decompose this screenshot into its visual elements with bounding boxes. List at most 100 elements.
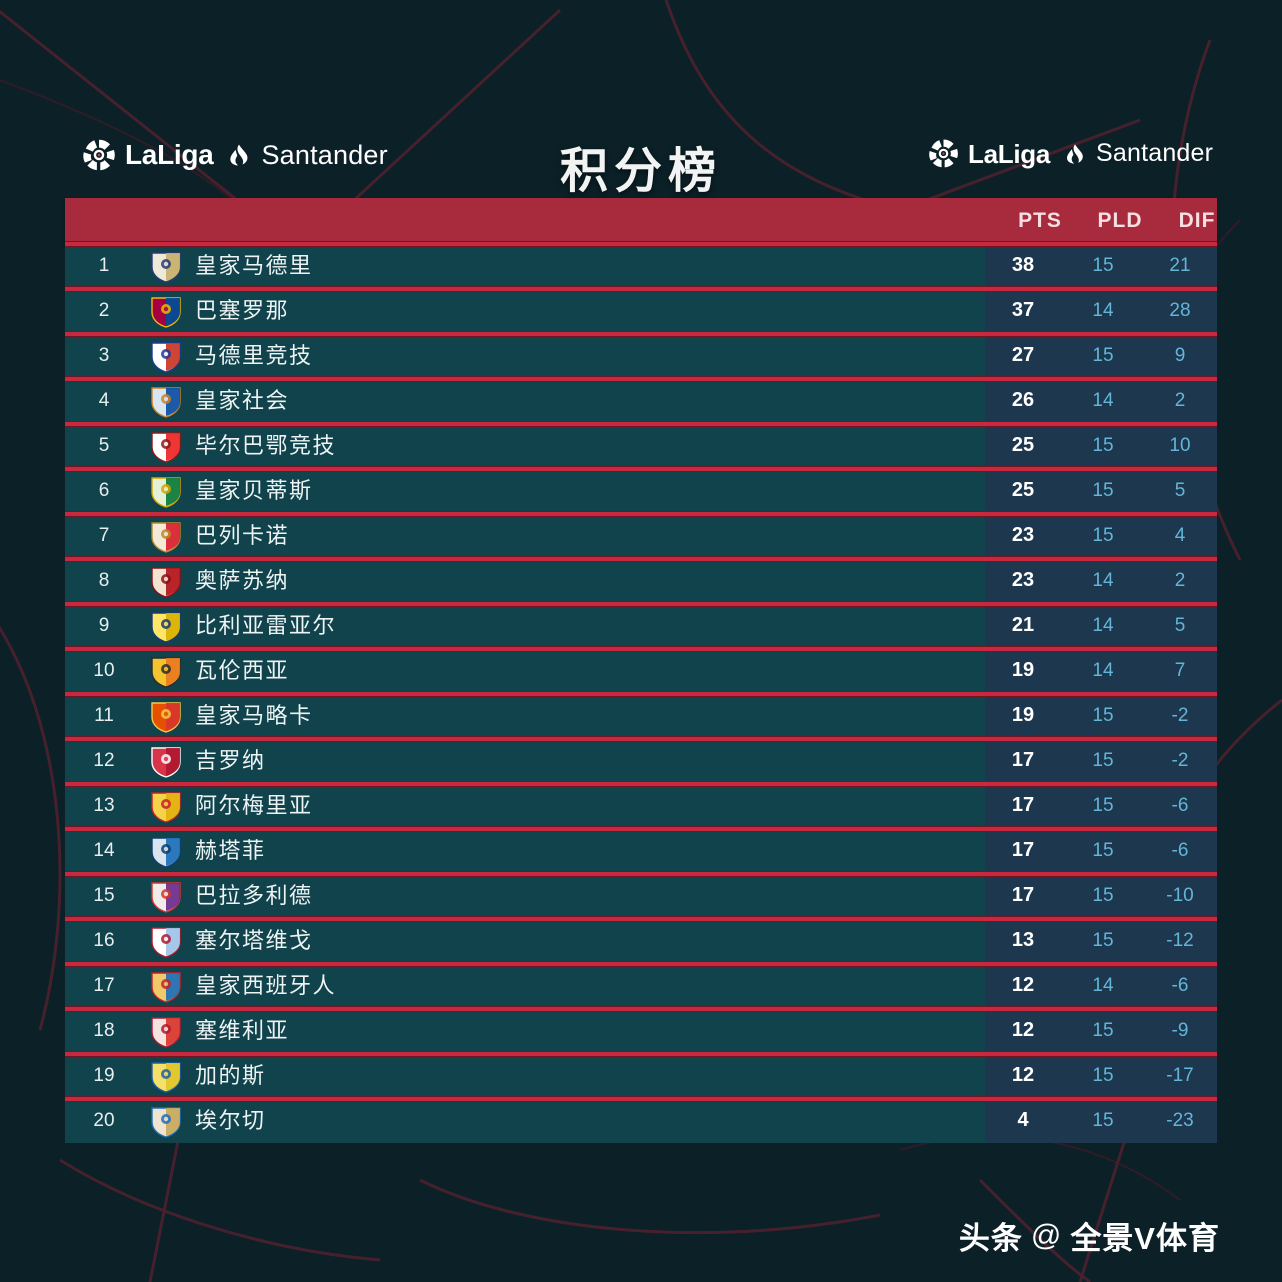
row-goal-difference: 4 — [1174, 525, 1186, 546]
row-goal-difference: -17 — [1166, 1065, 1194, 1086]
row-rank: 7 — [98, 525, 110, 546]
row-team-name[interactable]: 巴塞罗那 — [195, 298, 290, 323]
valladolid-crest — [149, 879, 183, 913]
row-points: 13 — [1011, 929, 1035, 951]
row-team-name[interactable]: 毕尔巴鄂竞技 — [195, 433, 337, 458]
row-rank: 1 — [98, 255, 110, 276]
elche-crest — [149, 1104, 183, 1138]
table-row[interactable]: 4 皇家社会 26 14 2 — [65, 376, 1217, 423]
row-rank: 5 — [98, 435, 110, 456]
row-played: 15 — [1092, 1065, 1114, 1086]
row-team-name[interactable]: 皇家西班牙人 — [195, 973, 337, 998]
table-row[interactable]: 6 皇家贝蒂斯 25 15 5 — [65, 466, 1217, 513]
table-row[interactable]: 3 马德里竞技 27 15 9 — [65, 331, 1217, 378]
barcelona-crest — [149, 294, 183, 328]
row-team-name[interactable]: 吉罗纳 — [195, 748, 266, 773]
row-played: 14 — [1092, 390, 1114, 411]
row-rank: 4 — [98, 390, 110, 411]
row-rank: 16 — [93, 930, 115, 951]
real-madrid-crest — [149, 249, 183, 283]
real-sociedad-crest — [149, 384, 183, 418]
row-goal-difference: 10 — [1169, 435, 1191, 456]
laliga-logo-right: LaLiga Santander — [928, 138, 1213, 169]
row-goal-difference: -6 — [1171, 840, 1189, 861]
table-row[interactable]: 5 毕尔巴鄂竞技 25 15 10 — [65, 421, 1217, 468]
row-goal-difference: -2 — [1171, 750, 1189, 771]
table-row[interactable]: 13 阿尔梅里亚 17 15 -6 — [65, 781, 1217, 828]
getafe-crest — [149, 834, 183, 868]
table-row[interactable]: 11 皇家马略卡 19 15 -2 — [65, 691, 1217, 738]
row-points: 19 — [1011, 704, 1035, 726]
row-team-name[interactable]: 瓦伦西亚 — [195, 658, 290, 683]
row-goal-difference: -12 — [1166, 930, 1194, 951]
row-points: 25 — [1011, 479, 1035, 501]
row-played: 15 — [1092, 795, 1114, 816]
row-team-name[interactable]: 皇家马德里 — [195, 253, 313, 278]
table-body: 1 皇家马德里 38 15 21 2 巴塞罗那 37 14 28 3 马德里竞技 27 15 9 4 皇家社会 2… — [65, 241, 1217, 1143]
row-rank: 3 — [98, 345, 110, 366]
celta-crest — [149, 924, 183, 958]
row-team-name[interactable]: 阿尔梅里亚 — [195, 793, 313, 818]
table-row[interactable]: 8 奥萨苏纳 23 14 2 — [65, 556, 1217, 603]
row-played: 15 — [1092, 255, 1114, 276]
row-points: 26 — [1011, 389, 1035, 411]
table-row[interactable]: 16 塞尔塔维戈 13 15 -12 — [65, 916, 1217, 963]
row-team-name[interactable]: 加的斯 — [195, 1063, 266, 1088]
row-rank: 8 — [98, 570, 110, 591]
row-goal-difference: 5 — [1174, 615, 1186, 636]
row-team-name[interactable]: 塞维利亚 — [195, 1018, 290, 1043]
athletic-crest — [149, 429, 183, 463]
almeria-crest — [149, 789, 183, 823]
row-team-name[interactable]: 比利亚雷亚尔 — [195, 613, 337, 638]
row-team-name[interactable]: 马德里竞技 — [195, 343, 313, 368]
row-team-name[interactable]: 奥萨苏纳 — [195, 568, 290, 593]
table-row[interactable]: 19 加的斯 12 15 -17 — [65, 1051, 1217, 1098]
row-goal-difference: 2 — [1174, 390, 1186, 411]
table-row[interactable]: 18 塞维利亚 12 15 -9 — [65, 1006, 1217, 1053]
row-goal-difference: 2 — [1174, 570, 1186, 591]
row-points: 23 — [1011, 569, 1035, 591]
row-rank: 14 — [93, 840, 115, 861]
santander-wordmark: Santander — [261, 139, 388, 170]
table-row[interactable]: 15 巴拉多利德 17 15 -10 — [65, 871, 1217, 918]
row-rank: 9 — [98, 615, 110, 636]
row-team-name[interactable]: 巴拉多利德 — [195, 883, 313, 908]
row-team-name[interactable]: 巴列卡诺 — [195, 523, 290, 548]
row-played: 15 — [1092, 1020, 1114, 1041]
watermark-platform: 头条 — [958, 1221, 1023, 1256]
row-played: 15 — [1092, 930, 1114, 951]
row-team-name[interactable]: 塞尔塔维戈 — [195, 928, 313, 953]
row-team-name[interactable]: 埃尔切 — [195, 1108, 266, 1133]
row-points: 12 — [1011, 974, 1035, 996]
laliga-wordmark: LaLiga — [125, 139, 214, 170]
row-rank: 18 — [93, 1020, 115, 1041]
row-team-name[interactable]: 皇家马略卡 — [195, 703, 313, 728]
row-points: 38 — [1011, 254, 1035, 276]
row-points: 12 — [1011, 1064, 1035, 1086]
row-points: 25 — [1011, 434, 1035, 456]
table-row[interactable]: 1 皇家马德里 38 15 21 — [65, 241, 1217, 288]
table-row[interactable]: 9 比利亚雷亚尔 21 14 5 — [65, 601, 1217, 648]
row-points: 17 — [1011, 839, 1035, 861]
row-goal-difference: -6 — [1171, 975, 1189, 996]
row-played: 15 — [1092, 840, 1114, 861]
table-row[interactable]: 20 埃尔切 4 15 -23 — [65, 1096, 1217, 1143]
row-points: 19 — [1011, 659, 1035, 681]
table-row[interactable]: 12 吉罗纳 17 15 -2 — [65, 736, 1217, 783]
table-row[interactable]: 14 赫塔菲 17 15 -6 — [65, 826, 1217, 873]
row-goal-difference: -9 — [1171, 1020, 1189, 1041]
row-team-name[interactable]: 皇家社会 — [195, 388, 290, 413]
table-row[interactable]: 2 巴塞罗那 37 14 28 — [65, 286, 1217, 333]
row-goal-difference: -2 — [1171, 705, 1189, 726]
row-team-name[interactable]: 赫塔菲 — [195, 838, 266, 863]
villarreal-crest — [149, 609, 183, 643]
table-row[interactable]: 10 瓦伦西亚 19 14 7 — [65, 646, 1217, 693]
row-goal-difference: 21 — [1169, 255, 1191, 276]
row-points: 27 — [1011, 344, 1035, 366]
row-played: 15 — [1092, 525, 1114, 546]
row-team-name[interactable]: 皇家贝蒂斯 — [195, 478, 313, 503]
row-rank: 17 — [93, 975, 115, 996]
table-row[interactable]: 17 皇家西班牙人 12 14 -6 — [65, 961, 1217, 1008]
table-row[interactable]: 7 巴列卡诺 23 15 4 — [65, 511, 1217, 558]
column-header-dif[interactable]: DIF — [1178, 209, 1216, 232]
